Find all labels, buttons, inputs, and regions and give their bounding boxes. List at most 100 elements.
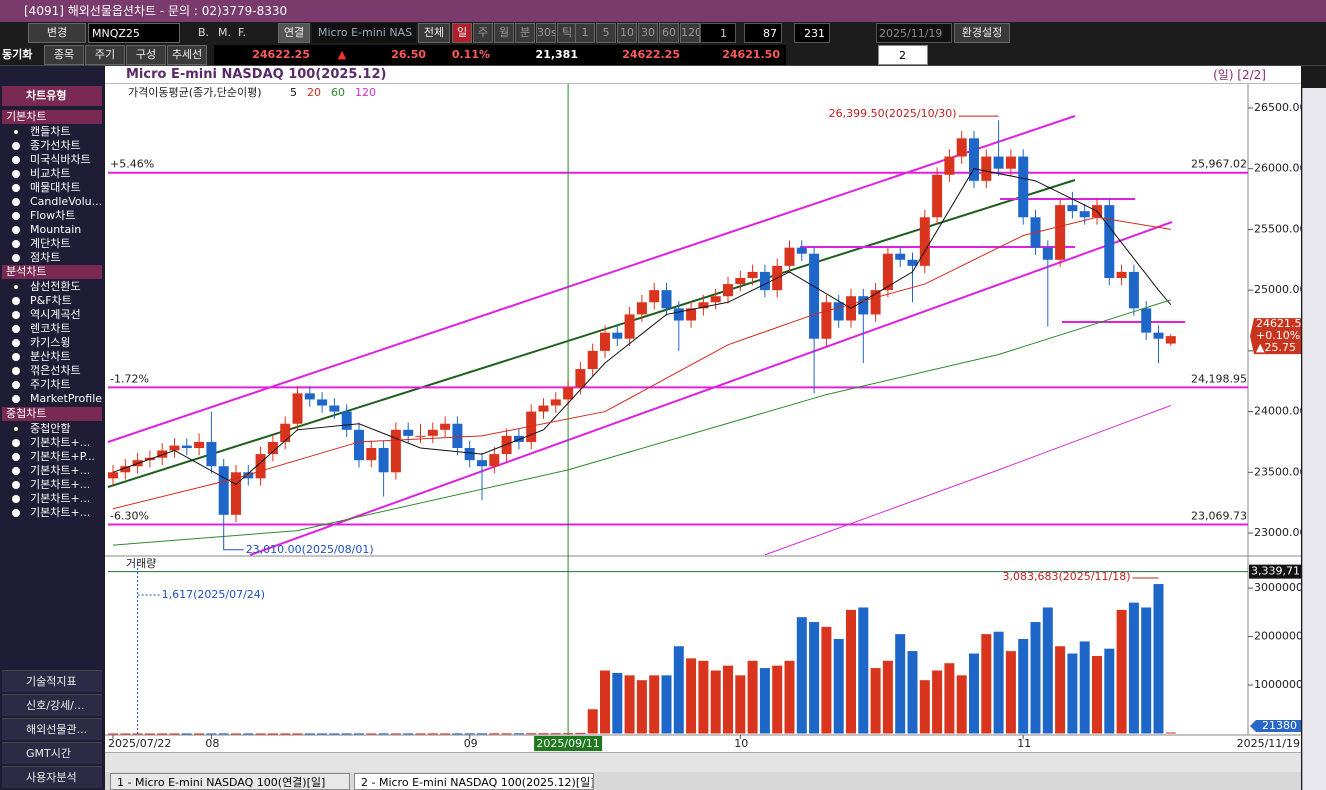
radio[interactable] xyxy=(12,325,20,333)
sidebar-item[interactable]: 분산차트 xyxy=(30,350,71,363)
quote-button[interactable]: 주기 xyxy=(85,45,125,65)
sidebar-item[interactable]: 매물대차트 xyxy=(30,181,81,194)
sidebar-item[interactable]: 점차트 xyxy=(30,251,61,264)
sidebar-item[interactable]: 기본차트+... xyxy=(30,506,91,519)
volume-bar xyxy=(575,732,586,734)
radio[interactable] xyxy=(12,198,20,206)
sidebar-header[interactable]: 차트유형 xyxy=(2,86,102,106)
sidebar-item[interactable]: P&F차트 xyxy=(30,294,72,307)
radio[interactable] xyxy=(12,226,20,234)
radio[interactable] xyxy=(12,184,20,192)
sidebar-item[interactable]: 기본차트+... xyxy=(30,464,91,477)
sidebar-button[interactable]: 해외선물관... xyxy=(2,718,102,740)
radio[interactable] xyxy=(12,156,20,164)
volume-bar xyxy=(1042,607,1053,734)
sidebar-item[interactable]: MarketProfile xyxy=(30,392,102,405)
sidebar-item[interactable]: 역시계곡선 xyxy=(30,308,81,321)
flag[interactable]: M. xyxy=(218,26,231,39)
volume-bar xyxy=(489,733,500,735)
radio[interactable] xyxy=(12,170,20,178)
sidebar-item[interactable]: 기본차트+... xyxy=(30,492,91,505)
candle-body xyxy=(784,247,795,266)
candle-body xyxy=(575,369,586,388)
quote-button[interactable]: 추세선 xyxy=(167,45,207,65)
num-button[interactable]: 120 xyxy=(680,23,700,43)
quote-button[interactable]: 종목 xyxy=(44,45,84,65)
period-button[interactable]: 월 xyxy=(494,23,514,43)
symbol-input[interactable]: MNQZ25 xyxy=(88,23,180,43)
radio[interactable] xyxy=(12,212,20,220)
sidebar-button[interactable]: 기술적지표 xyxy=(2,670,102,692)
radio[interactable] xyxy=(12,339,20,347)
layout-select[interactable]: 2 xyxy=(878,45,928,65)
num-button[interactable]: 10 xyxy=(617,23,637,43)
change-button[interactable]: 변경 xyxy=(28,23,86,43)
sidebar-item[interactable]: 계단차트 xyxy=(30,237,71,250)
radio[interactable] xyxy=(12,467,20,475)
radio[interactable] xyxy=(12,439,20,447)
radio[interactable] xyxy=(12,425,20,433)
volume-bar xyxy=(267,733,278,735)
radio[interactable] xyxy=(12,353,20,361)
sidebar-item[interactable]: 기본차트+... xyxy=(30,478,91,491)
count-field[interactable]: 1 xyxy=(700,23,736,43)
sidebar-item[interactable]: 종가선차트 xyxy=(30,139,81,152)
sidebar-item[interactable]: 삼선전환도 xyxy=(30,280,81,293)
radio[interactable] xyxy=(12,240,20,248)
radio[interactable] xyxy=(12,481,20,489)
flag[interactable]: B. xyxy=(198,26,210,39)
sidebar-item[interactable]: 비교차트 xyxy=(30,167,71,180)
period-button[interactable]: 일 xyxy=(452,23,472,43)
radio[interactable] xyxy=(12,495,20,503)
candle-body xyxy=(796,247,807,254)
sidebar-item[interactable]: 꺾은선차트 xyxy=(30,364,81,377)
sidebar-item[interactable]: 미국식바차트 xyxy=(30,153,91,166)
sidebar-item[interactable]: Flow차트 xyxy=(30,209,76,222)
sidebar-item[interactable]: 기본차트+P... xyxy=(30,450,96,463)
candle-body xyxy=(452,423,463,449)
settings-button[interactable]: 환경설정 xyxy=(954,23,1010,43)
sidebar-item[interactable]: 캔들차트 xyxy=(30,125,71,138)
sidebar-button[interactable]: 신호/강세/... xyxy=(2,694,102,716)
flag[interactable]: F. xyxy=(238,26,247,39)
tab[interactable]: 2 - Micro E-mini NASDAQ 100(2025.12)[일] xyxy=(354,773,594,790)
radio[interactable] xyxy=(12,254,20,262)
sidebar-button[interactable]: 사용자분석 xyxy=(2,766,102,788)
radio[interactable] xyxy=(12,395,20,403)
radio[interactable] xyxy=(12,381,20,389)
period-button[interactable]: 분 xyxy=(515,23,535,43)
volume-bar xyxy=(526,733,537,735)
link-button[interactable]: 연결 xyxy=(278,23,310,43)
tab[interactable]: 1 - Micro E-mini NASDAQ 100(연결)[일] xyxy=(110,773,350,790)
all-button[interactable]: 전체 xyxy=(418,23,450,43)
sidebar-item[interactable]: 중첩안함 xyxy=(30,422,71,435)
sidebar-item[interactable]: 기본차트+... xyxy=(30,436,91,449)
volume-bar xyxy=(366,733,377,735)
radio[interactable] xyxy=(12,128,20,136)
volume-bar xyxy=(1116,609,1127,734)
sidebar-item[interactable]: CandleVolu... xyxy=(30,195,102,208)
period-button[interactable]: 틱 xyxy=(557,23,577,43)
period-button[interactable]: 주 xyxy=(473,23,493,43)
radio[interactable] xyxy=(12,297,20,305)
volume-last-label: 21380 xyxy=(1262,719,1297,732)
radio[interactable] xyxy=(12,509,20,517)
radio[interactable] xyxy=(12,283,20,291)
radio[interactable] xyxy=(12,142,20,150)
sidebar-item[interactable]: 렌코차트 xyxy=(30,322,71,335)
date-field[interactable]: 2025/11/19 xyxy=(876,23,952,43)
quote-button[interactable]: 구성 xyxy=(126,45,166,65)
period-button[interactable]: 30s xyxy=(536,23,556,43)
radio[interactable] xyxy=(12,367,20,375)
num-button[interactable]: 30 xyxy=(638,23,658,43)
shown-field[interactable]: 87 xyxy=(744,23,782,43)
sidebar-item[interactable]: 주기차트 xyxy=(30,378,71,391)
radio[interactable] xyxy=(12,311,20,319)
num-button[interactable]: 5 xyxy=(596,23,616,43)
radio[interactable] xyxy=(12,453,20,461)
num-button[interactable]: 1 xyxy=(575,23,595,43)
sidebar-item[interactable]: 카기스윙 xyxy=(30,336,71,349)
num-button[interactable]: 60 xyxy=(659,23,679,43)
sidebar-item[interactable]: Mountain xyxy=(30,223,82,236)
sidebar-button[interactable]: GMT시간 xyxy=(2,742,102,764)
